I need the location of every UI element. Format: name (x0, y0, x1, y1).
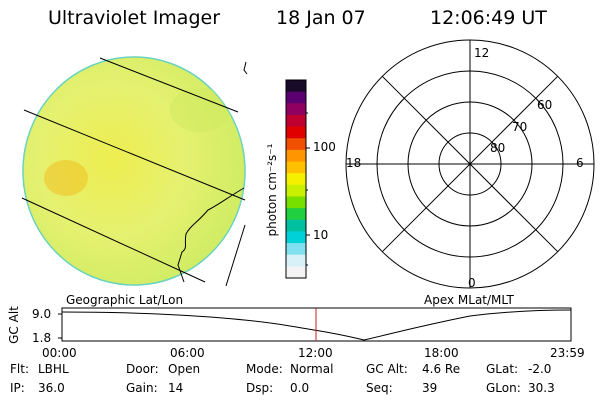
status-door-label: Door: (126, 362, 159, 376)
colorbar-unit-label: photon cm⁻²s⁻¹ (265, 143, 279, 237)
polar-panel-label: Apex MLat/MLT (424, 293, 514, 307)
colorbar-segment (286, 219, 306, 233)
colorbar-segment (286, 103, 306, 116)
colorbar-segment (286, 243, 306, 256)
status-ip-label: IP: (10, 381, 25, 395)
status-seq-value: 39 (422, 381, 438, 395)
colorbar-segment (286, 266, 306, 279)
altitude-ytick-1-8: 1.8 (32, 331, 52, 345)
colorbar-segment (286, 196, 306, 209)
status-flt-value: LBHL (38, 362, 69, 376)
status-dsp-label: Dsp: (246, 381, 274, 395)
status-glat-value: -2.0 (528, 362, 552, 376)
colorbar-tick-10: 10 (313, 228, 329, 242)
polar-grid (345, 39, 595, 289)
mlt-label-0: 0 (468, 276, 476, 290)
colorbar-segment (286, 184, 306, 198)
mlt-label-12: 12 (474, 46, 490, 60)
status-door-value: Open (168, 362, 201, 376)
xtick-2359: 23:59 (550, 346, 585, 360)
colorbar-segment (286, 80, 306, 93)
altitude-ylabel: GC Alt (7, 306, 21, 344)
status-glat-label: GLat: (486, 362, 519, 376)
xtick-0000: 00:00 (42, 346, 77, 360)
colorbar-segment (286, 231, 306, 244)
colorbar-segment (286, 149, 306, 163)
status-gain-label: Gain: (126, 381, 158, 395)
mlt-label-6: 6 (576, 156, 584, 170)
colorbar-segment (286, 254, 306, 267)
mlat-label-70: 70 (512, 120, 528, 134)
colorbar-segment (286, 173, 306, 186)
colorbar-segment (286, 114, 306, 128)
colorbar-segment (286, 126, 306, 139)
colorbar-tick-100: 100 (313, 140, 336, 154)
colorbar-ticks (306, 112, 310, 266)
status-glon-value: 30.3 (528, 381, 555, 395)
altitude-curve (61, 309, 572, 341)
status-seq-label: Seq: (366, 381, 393, 395)
colorbar-segment (286, 161, 306, 174)
status-dsp-value: 0.0 (290, 381, 310, 395)
status-gain-value: 14 (168, 381, 184, 395)
xtick-1800: 18:00 (424, 346, 459, 360)
geo-grid-lines (21, 57, 248, 287)
status-mode-value: Normal (290, 362, 334, 376)
status-gcalt-value: 4.6 Re (422, 362, 461, 376)
instrument-title: Ultraviolet Imager (48, 7, 221, 29)
time-label: 12:06:49 UT (430, 7, 547, 29)
xtick-0600: 06:00 (170, 346, 205, 360)
mlat-label-80: 80 (490, 141, 506, 155)
status-mode-label: Mode: (246, 362, 283, 376)
status-glon-label: GLon: (486, 381, 521, 395)
status-flt-label: Flt: (10, 362, 29, 376)
status-gcalt-label: GC Alt: (366, 362, 408, 376)
xtick-1200: 12:00 (298, 346, 333, 360)
date-label: 18 Jan 07 (276, 7, 366, 29)
altitude-ytick-9: 9.0 (32, 307, 52, 321)
geo-panel-label: Geographic Lat/Lon (66, 293, 184, 307)
colorbar-segment (286, 138, 306, 151)
colorbar-border (285, 79, 307, 279)
colorbar-segment (286, 208, 306, 221)
status-ip-value: 36.0 (38, 381, 65, 395)
mlat-label-60: 60 (537, 98, 553, 112)
colorbar-segment (286, 91, 306, 104)
earth-disk-image (22, 56, 246, 286)
mlt-label-18: 18 (346, 156, 362, 170)
intensity-colorbar (285, 79, 307, 279)
